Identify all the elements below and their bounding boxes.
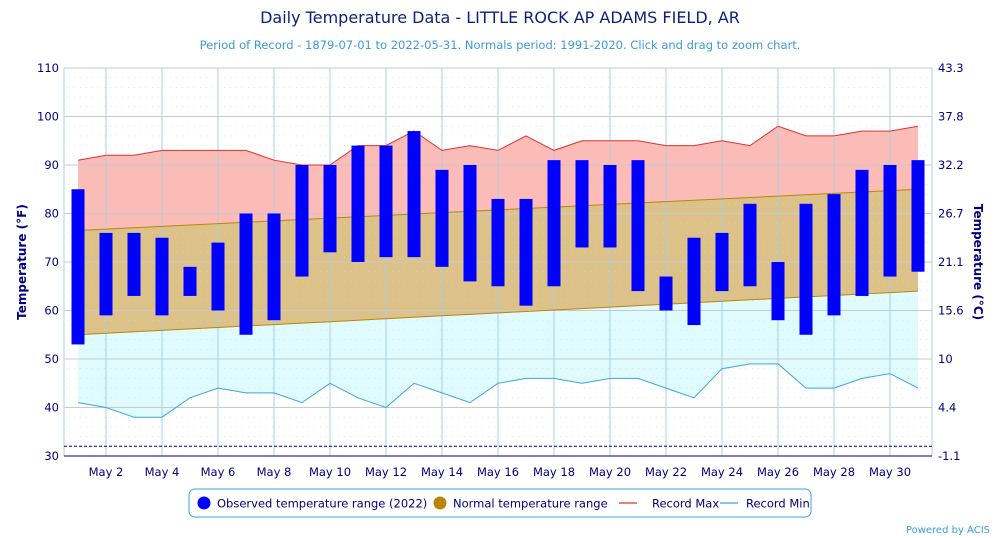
- legend-item-record-min[interactable]: Record Min: [720, 497, 810, 511]
- observed-bar: [827, 194, 841, 316]
- observed-bar: [603, 165, 617, 248]
- observed-bar: [127, 232, 141, 296]
- y-tick-label-left: 70: [44, 255, 59, 269]
- y-tick-label-right: 37.8: [938, 110, 964, 124]
- x-tick-label: May 18: [533, 465, 575, 479]
- legend-label-observed: Observed temperature range (2022): [217, 497, 427, 511]
- observed-bar: [379, 145, 393, 258]
- observed-bar: [519, 198, 533, 306]
- observed-bar: [715, 232, 729, 292]
- observed-bar: [183, 266, 197, 296]
- y-tick-label-right: 26.7: [938, 207, 964, 221]
- y-tick-label-left: 80: [44, 207, 59, 221]
- record-min-line: [77, 363, 919, 418]
- x-tick-label: May 10: [309, 465, 351, 479]
- x-tick-label: May 8: [257, 465, 292, 479]
- y-tick-label-right: 4.4: [938, 401, 956, 415]
- observed-bar: [463, 165, 477, 282]
- observed-bar: [351, 145, 365, 262]
- x-tick-label: May 4: [145, 465, 180, 479]
- observed-bar: [547, 160, 561, 287]
- legend-box: [188, 488, 812, 518]
- y-axis-title-left: Temperature (°F): [15, 204, 29, 320]
- observed-bar: [491, 198, 505, 287]
- x-tick-label: May 28: [813, 465, 855, 479]
- observed-bar: [659, 276, 673, 311]
- observed-bar: [323, 165, 337, 253]
- legend-label-normal: Normal temperature range: [453, 497, 608, 511]
- legend-label-record-max: Record Max: [652, 497, 719, 511]
- x-tick-label: May 14: [421, 465, 463, 479]
- y-tick-label-left: 50: [44, 352, 59, 366]
- observed-bar: [575, 160, 589, 248]
- observed-bar: [295, 165, 309, 277]
- observed-bar: [407, 131, 421, 258]
- observed-bar: [267, 213, 281, 321]
- observed-bar: [883, 165, 897, 277]
- observed-bar: [799, 203, 813, 335]
- y-tick-label-left: 90: [44, 158, 59, 172]
- y-axis-title-right: Temperature (°C): [971, 204, 985, 320]
- observed-bar: [911, 160, 925, 272]
- x-tick-label: May 2: [89, 465, 124, 479]
- observed-bar: [743, 203, 757, 287]
- x-tick-label: May 6: [201, 465, 236, 479]
- y-tick-label-right: -1.1: [938, 449, 960, 463]
- legend-item-normal[interactable]: Normal temperature range: [433, 496, 608, 511]
- observed-bar: [855, 169, 869, 296]
- x-tick-label: May 16: [477, 465, 519, 479]
- y-tick-label-right: 10: [938, 352, 953, 366]
- observed-bar: [631, 160, 645, 292]
- y-tick-label-left: 40: [44, 401, 59, 415]
- observed-bar: [71, 189, 85, 345]
- y-tick-label-left: 110: [37, 61, 59, 75]
- observed-bar: [687, 237, 701, 326]
- chart-title: Daily Temperature Data - LITTLE ROCK AP …: [260, 8, 740, 27]
- observed-bar: [771, 262, 785, 321]
- y-tick-label-right: 32.2: [938, 158, 964, 172]
- legend-item-record-max[interactable]: Record Max: [619, 497, 719, 511]
- x-tick-label: May 30: [869, 465, 911, 479]
- observed-bar: [155, 237, 169, 316]
- y-tick-label-right: 43.3: [938, 61, 964, 75]
- y-tick-label-right: 21.1: [938, 255, 964, 269]
- y-tick-label-left: 30: [44, 449, 59, 463]
- legend-label-record-min: Record Min: [746, 497, 810, 511]
- observed-legend-marker: [197, 496, 211, 510]
- y-tick-label-left: 100: [37, 110, 59, 124]
- legend-item-observed[interactable]: Observed temperature range (2022): [197, 496, 428, 511]
- observed-bar: [435, 169, 449, 267]
- normal-legend-marker: [433, 496, 447, 510]
- y-tick-label-left: 60: [44, 304, 59, 318]
- x-tick-label: May 24: [701, 465, 743, 479]
- observed-bar: [99, 232, 113, 316]
- x-tick-label: May 12: [365, 465, 407, 479]
- observed-bar: [239, 213, 253, 335]
- plot-area[interactable]: 30 40 50 60 70 80 90 100 110 -1.1 4.4 10 15.6 21.1 26.…: [37, 61, 964, 479]
- x-tick-label: May 20: [589, 465, 631, 479]
- record-max-line: [77, 125, 919, 166]
- x-tick-label: May 22: [645, 465, 687, 479]
- y-tick-label-right: 15.6: [938, 304, 964, 318]
- chart-subtitle: Period of Record - 1879-07-01 to 2022-05…: [200, 38, 801, 52]
- legend[interactable]: Observed temperature range (2022) Normal…: [188, 488, 812, 518]
- observed-bar: [211, 242, 225, 311]
- x-tick-label: May 26: [757, 465, 799, 479]
- credit-link[interactable]: Powered by ACIS: [906, 525, 990, 536]
